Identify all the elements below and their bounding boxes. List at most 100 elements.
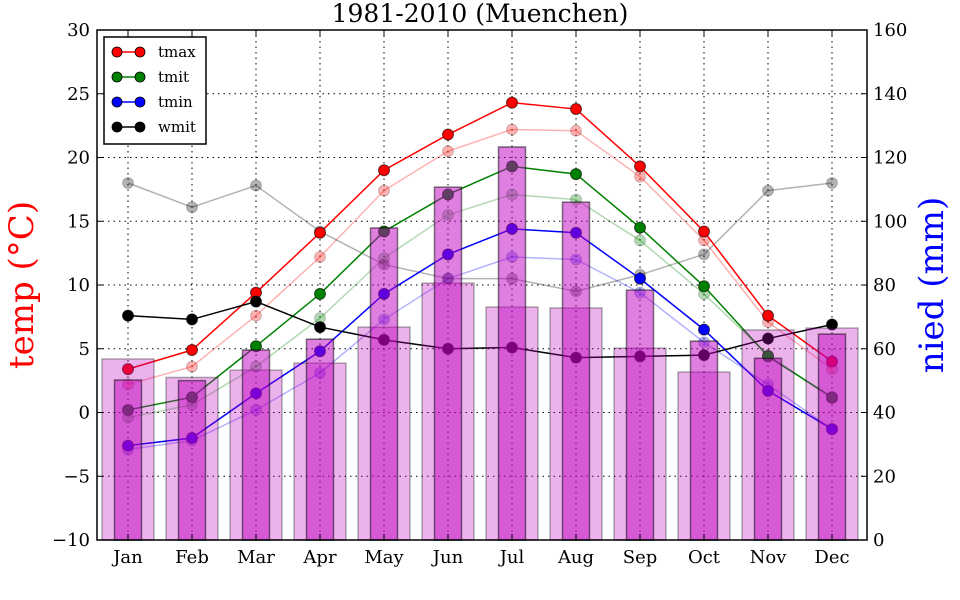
- series-point-tmin: [698, 323, 710, 336]
- x-tick-label: Sep: [623, 547, 658, 568]
- series-point-wmit: [314, 321, 326, 334]
- left-tick-label: 15: [67, 211, 90, 232]
- bar-nied: [817, 333, 847, 541]
- comparison-point-wmit: [250, 179, 262, 192]
- comparison-line-tmax: [127, 128, 833, 386]
- legend-marker-tmin: [111, 96, 123, 108]
- legend-marker-tmit: [134, 71, 146, 83]
- right-tick-label: 80: [873, 275, 896, 296]
- comparison-point-wmit: [762, 184, 774, 197]
- series-point-tmax: [186, 344, 198, 357]
- bar-nied: [241, 349, 271, 541]
- precipitation-bars: [101, 146, 859, 541]
- legend-marker-tmax: [134, 46, 146, 58]
- comparison-point-tmax: [314, 250, 326, 263]
- series-point-wmit: [250, 295, 262, 308]
- series-point-tmax: [762, 309, 774, 322]
- series-point-tmax: [634, 160, 646, 173]
- series-point-tmit: [570, 168, 582, 181]
- comparison-point-wmit: [186, 201, 198, 214]
- bar-nied: [753, 357, 783, 541]
- comparison-line-wmit: [127, 182, 833, 293]
- bar-nied: [369, 227, 399, 541]
- comparison-point-wmit: [826, 177, 838, 189]
- left-axis-label: temp (°C): [2, 201, 42, 369]
- series-point-tmax: [314, 226, 326, 239]
- series-point-tmit: [698, 280, 710, 293]
- right-tick-label: 140: [873, 84, 907, 105]
- legend-marker-tmit: [111, 71, 123, 83]
- bar-nied: [689, 340, 719, 541]
- series-point-tmax: [378, 164, 390, 177]
- comparison-point-tmax: [442, 145, 454, 158]
- legend: tmax tmit tmin wmit: [103, 36, 207, 145]
- comparison-point-tmax: [250, 309, 262, 322]
- x-tick-label: Feb: [175, 547, 209, 568]
- x-tick-label: Apr: [302, 547, 337, 568]
- comparison-point-wmit: [698, 248, 710, 261]
- x-tick-label: Jul: [498, 547, 525, 568]
- series-point-wmit: [762, 332, 774, 345]
- left-tick-label: 0: [79, 403, 90, 424]
- right-axis-label: nied (mm): [912, 197, 952, 373]
- right-tick-label: 100: [873, 211, 907, 232]
- right-tick-label: 120: [873, 148, 907, 169]
- left-tick-label: 25: [67, 84, 90, 105]
- legend-marker-tmax: [111, 46, 123, 58]
- bar-nied: [305, 338, 335, 541]
- left-tick-label: 10: [67, 275, 90, 296]
- legend-marker-wmit: [134, 121, 146, 133]
- comparison-point-tmax: [186, 360, 198, 373]
- x-tick-label: Mar: [237, 547, 275, 568]
- right-tick-label: 160: [873, 20, 907, 41]
- right-tick-label: 60: [873, 339, 896, 360]
- x-tick-label: Oct: [688, 547, 721, 568]
- comparison-point-tmax: [634, 170, 646, 183]
- series-point-tmin: [634, 272, 646, 285]
- bar-nied: [625, 289, 655, 541]
- left-tick-label: −10: [52, 530, 90, 551]
- x-tick-label: Jan: [111, 547, 143, 568]
- chart-title: 1981-2010 (Muenchen): [332, 0, 629, 28]
- series-point-tmax: [698, 225, 710, 238]
- bar-nied: [113, 379, 143, 541]
- series-point-wmit: [186, 313, 198, 326]
- right-tick-label: 0: [873, 530, 884, 551]
- left-tick-label: 30: [67, 20, 90, 41]
- x-tick-label: May: [364, 547, 404, 568]
- left-tick-label: 20: [67, 148, 90, 169]
- series-point-tmax: [122, 363, 134, 376]
- series-point-tmit: [634, 221, 646, 234]
- bar-nied: [497, 146, 527, 541]
- legend-label-wmit: wmit: [158, 118, 196, 136]
- axes: −10 −5 0 5 10 15 20 25 30 0 20 40 60 80 100 120 140 160 Ja…: [52, 20, 907, 568]
- comparison-point-tmax: [570, 124, 582, 137]
- comparison-point-wmit: [122, 177, 134, 189]
- legend-label-tmax: tmax: [158, 43, 196, 61]
- comparison-point-tmit: [634, 234, 646, 247]
- right-tick-label: 20: [873, 466, 896, 487]
- x-tick-label: Nov: [750, 547, 788, 568]
- comparison-point-tmax: [506, 123, 518, 136]
- legend-label-tmit: tmit: [158, 68, 189, 86]
- left-tick-label: −5: [63, 466, 90, 487]
- x-tick-label: Jun: [431, 547, 464, 568]
- bar-nied: [177, 379, 207, 541]
- bar-nied: [561, 201, 591, 541]
- series-point-tmax: [506, 96, 518, 109]
- series-point-wmit: [122, 309, 134, 322]
- comparison-point-tmax: [378, 184, 390, 197]
- series-point-wmit: [826, 318, 838, 331]
- series-line-tmax: [127, 101, 833, 370]
- series-point-tmax: [570, 103, 582, 116]
- legend-label-tmin: tmin: [158, 93, 193, 111]
- series-point-tmit: [314, 287, 326, 300]
- legend-marker-tmin: [134, 96, 146, 108]
- x-tick-label: Aug: [557, 547, 594, 568]
- bar-nied: [433, 186, 463, 541]
- right-tick-label: 40: [873, 403, 896, 424]
- legend-marker-wmit: [111, 121, 123, 133]
- x-tick-label: Dec: [814, 547, 849, 568]
- left-tick-label: 5: [79, 339, 90, 360]
